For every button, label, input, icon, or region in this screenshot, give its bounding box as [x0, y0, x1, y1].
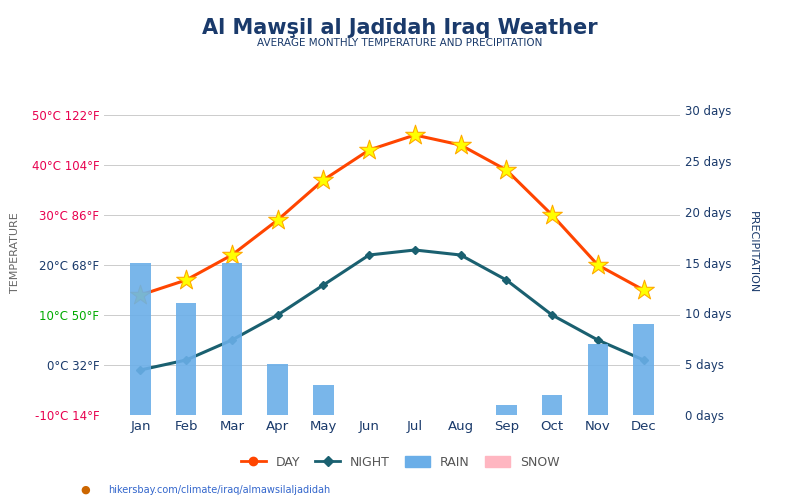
Point — [271, 216, 284, 224]
Point — [134, 291, 147, 299]
Bar — [634, 324, 654, 415]
Bar — [222, 262, 242, 415]
Text: AVERAGE MONTHLY TEMPERATURE AND PRECIPITATION: AVERAGE MONTHLY TEMPERATURE AND PRECIPIT… — [258, 38, 542, 48]
Bar — [130, 262, 150, 415]
Y-axis label: PRECIPITATION: PRECIPITATION — [748, 212, 758, 294]
Bar — [542, 394, 562, 415]
Bar — [587, 344, 608, 415]
Point — [454, 141, 467, 149]
Bar — [267, 364, 288, 415]
Point — [500, 166, 513, 174]
Legend: DAY, NIGHT, RAIN, SNOW: DAY, NIGHT, RAIN, SNOW — [236, 451, 564, 474]
Point — [546, 211, 558, 219]
Point — [637, 286, 650, 294]
Bar — [176, 304, 197, 415]
Bar — [313, 384, 334, 415]
Point — [226, 251, 238, 259]
Point — [409, 131, 422, 139]
Point — [591, 261, 604, 269]
Bar — [496, 405, 517, 415]
Y-axis label: TEMPERATURE: TEMPERATURE — [10, 212, 21, 293]
Text: ●: ● — [80, 485, 90, 495]
Text: Al Mawşil al Jadīdah Iraq Weather: Al Mawşil al Jadīdah Iraq Weather — [202, 18, 598, 38]
Point — [180, 276, 193, 284]
Point — [362, 146, 375, 154]
Point — [317, 176, 330, 184]
Text: hikersbay.com/climate/iraq/almawsilaljadidah: hikersbay.com/climate/iraq/almawsilaljad… — [108, 485, 330, 495]
